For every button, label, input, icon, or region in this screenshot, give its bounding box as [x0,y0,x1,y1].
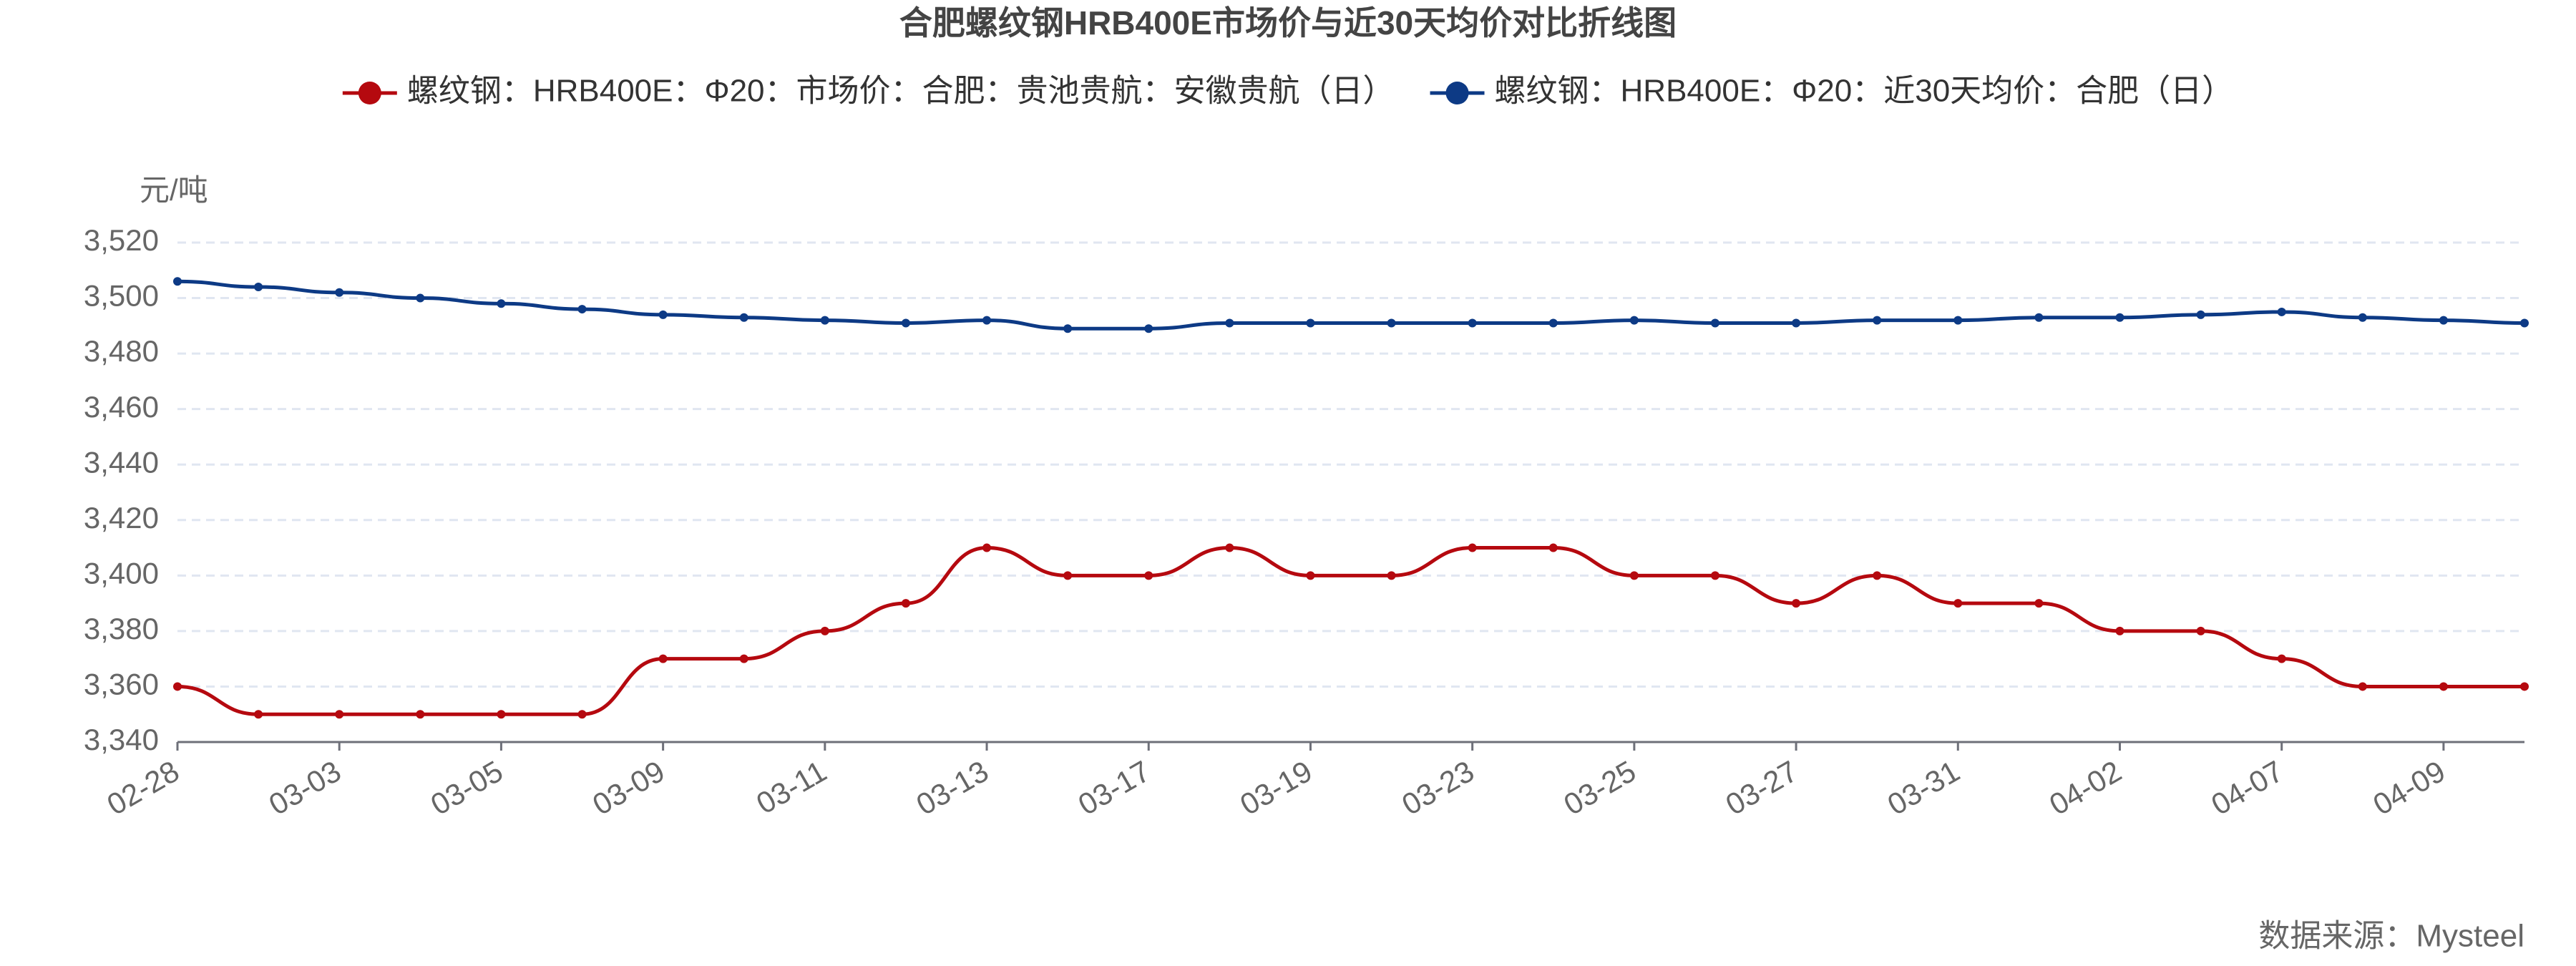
data-point [254,283,263,292]
x-tick-label: 03-11 [751,754,832,821]
y-tick-label: 3,360 [84,668,159,701]
data-point [2196,310,2205,319]
data-point [1144,324,1153,333]
data-point [497,299,506,308]
data-point [1710,318,1719,328]
data-point [1306,318,1315,328]
data-point [820,626,829,635]
data-point [1225,543,1234,552]
y-tick-label: 3,340 [84,723,159,756]
data-point [1063,571,1073,580]
y-unit: 元/吨 [140,173,208,207]
data-point [1710,571,1719,580]
data-point [1063,324,1073,333]
data-point [2277,654,2286,663]
data-point [2034,313,2044,322]
data-point [1468,543,1477,552]
x-tick-label: 03-13 [911,754,995,821]
data-point [1387,571,1396,580]
data-point [2358,682,2367,691]
data-point [1387,318,1396,328]
data-point [982,543,992,552]
x-tick-label: 03-05 [425,754,509,821]
legend: 螺纹钢：HRB400E：Φ20：市场价：合肥：贵池贵航：安徽贵航（日） 螺纹钢：H… [342,74,2234,109]
data-point [1468,318,1477,328]
series-line [177,279,2525,331]
data-point [416,710,425,719]
y-tick-label: 3,500 [84,279,159,313]
x-tick-label: 03-19 [1234,754,1318,821]
x-tick-label: 03-31 [1882,754,1966,821]
x-tick-label: 04-02 [2044,754,2127,821]
legend-label: 螺纹钢：HRB400E：Φ20：市场价：合肥：贵池贵航：安徽贵航（日） [407,74,1395,109]
data-point [1873,316,1882,325]
data-point [1792,318,1801,328]
data-point [577,710,587,719]
data-point [335,710,344,719]
x-tick-label: 03-27 [1720,754,1804,821]
data-point [2358,313,2367,322]
chart-title: 合肥螺纹钢HRB400E市场价与近30天均价对比折线图 [899,4,1677,42]
data-point [497,710,506,719]
y-tick-label: 3,480 [84,334,159,368]
data-point [577,305,587,314]
data-point [2520,318,2529,328]
x-tick-label: 02-28 [102,754,185,821]
data-point [2115,313,2124,322]
y-tick-label: 3,520 [84,223,159,257]
x-tick-label: 04-09 [2367,754,2451,821]
y-tick-label: 3,440 [84,445,159,479]
data-point [2520,682,2529,691]
data-point [1548,318,1558,328]
data-point [1953,316,1963,325]
data-point [173,682,182,691]
data-point [658,310,668,319]
data-point [901,599,910,608]
data-point [1953,599,1963,608]
data-point [1548,543,1558,552]
legend-label: 螺纹钢：HRB400E：Φ20：近30天均价：合肥（日） [1495,74,2234,109]
y-tick-label: 3,400 [84,556,159,590]
data-point [739,654,748,663]
data-point [658,654,668,663]
data-point [1873,571,1882,580]
x-tick-label: 03-09 [587,754,670,821]
data-point [1144,571,1153,580]
data-point [2115,626,2124,635]
data-point [2196,626,2205,635]
y-tick-label: 3,460 [84,390,159,424]
data-point [1792,599,1801,608]
data-point [739,313,748,322]
legend-marker [358,82,381,104]
x-tick-label: 03-03 [263,754,347,821]
x-tick-label: 04-07 [2205,754,2289,821]
data-point [982,316,992,325]
data-point [1225,318,1234,328]
x-tick-label: 03-23 [1396,754,1480,821]
data-point [820,316,829,325]
x-tick-label: 03-25 [1558,754,1641,821]
legend-marker [1445,82,1469,104]
data-point [901,318,910,328]
data-point [335,288,344,297]
data-point [1306,571,1315,580]
y-tick-label: 3,380 [84,612,159,645]
data-point [254,710,263,719]
data-point [2034,599,2044,608]
x-tick-label: 03-17 [1073,754,1156,821]
data-point [2439,682,2448,691]
data-point [416,293,425,303]
data-point [1629,571,1639,580]
data-point [2277,307,2286,316]
data-point [1629,316,1639,325]
data-point [2439,316,2448,325]
y-tick-label: 3,420 [84,501,159,535]
data-point [173,277,182,286]
source: 数据来源：Mysteel [2258,919,2524,954]
